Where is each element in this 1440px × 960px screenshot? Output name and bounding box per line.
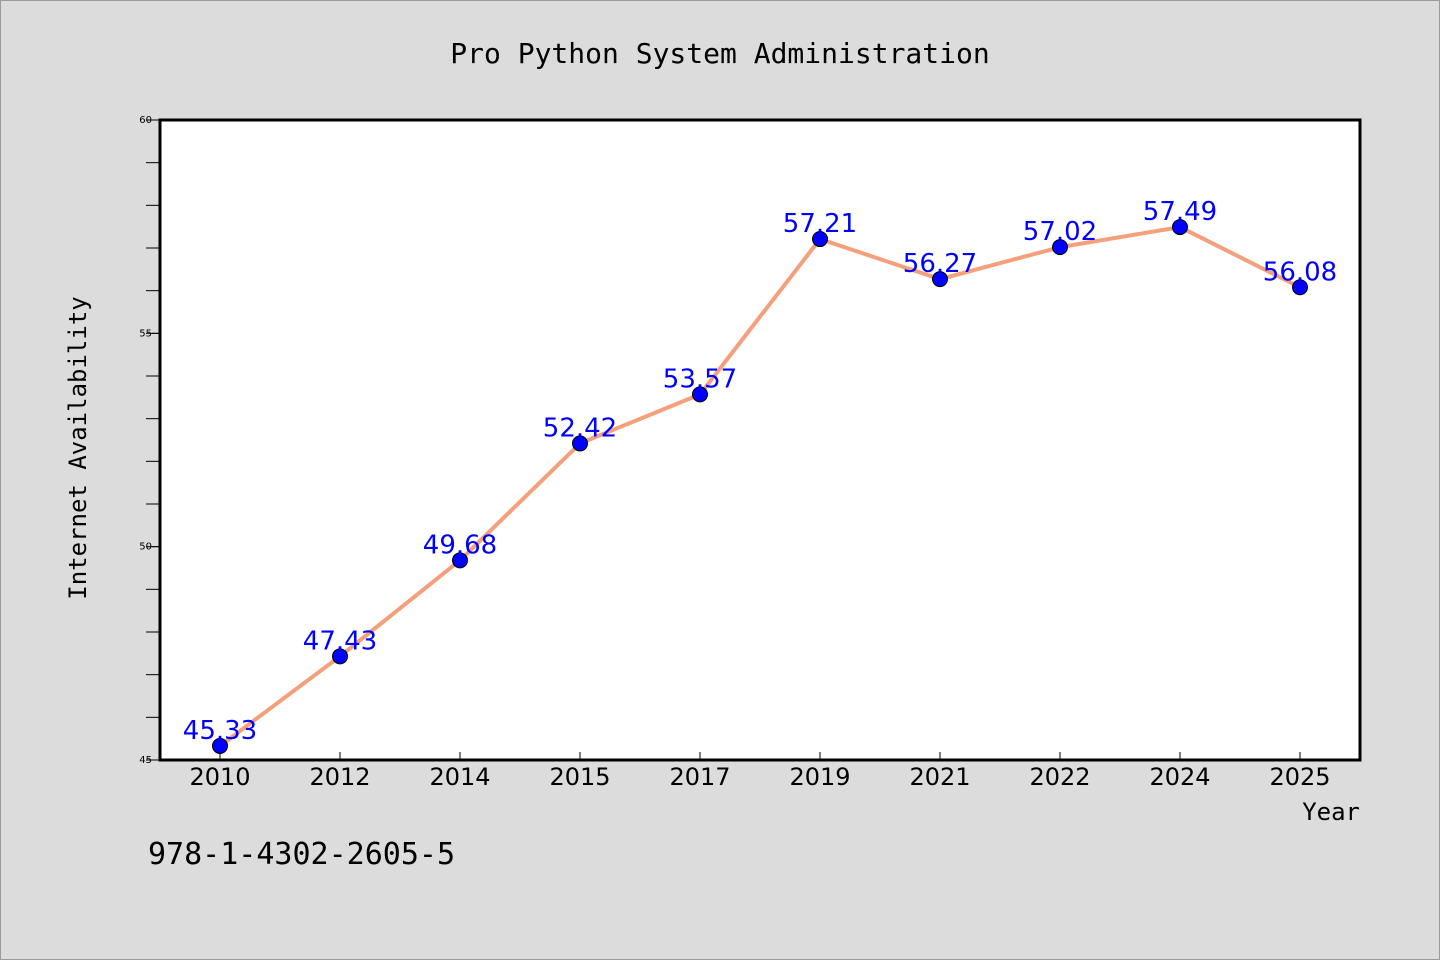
data-label: 56.08 bbox=[1263, 257, 1337, 287]
plot-border bbox=[158, 118, 1362, 762]
data-label: 45.33 bbox=[183, 716, 257, 746]
data-point bbox=[572, 435, 588, 452]
y-axis-ticks: 45 50 55 60 bbox=[139, 115, 160, 766]
x-tick-label: 2025 bbox=[1269, 763, 1330, 791]
data-labels: 45.33 47.43 49.68 52.42 53.57 57.21 56.27 57.02… bbox=[183, 197, 1337, 746]
isbn-text: 978-1-4302-2605-5 bbox=[148, 837, 455, 872]
data-point bbox=[452, 552, 468, 569]
series-line bbox=[218, 225, 1301, 748]
data-label: 56.27 bbox=[903, 249, 977, 279]
x-tick-label: 2024 bbox=[1149, 763, 1210, 791]
data-label: 57.21 bbox=[783, 209, 857, 239]
y-tick-label: 45 bbox=[139, 755, 152, 766]
data-point bbox=[1172, 219, 1188, 236]
x-tick-label: 2021 bbox=[909, 763, 970, 791]
data-label: 49.68 bbox=[423, 530, 497, 560]
x-tick-label: 2017 bbox=[669, 763, 730, 791]
y-axis-label: Internet Availability bbox=[64, 296, 92, 599]
y-tick-label: 50 bbox=[139, 542, 152, 553]
chart-title: Pro Python System Administration bbox=[450, 37, 989, 70]
x-tick-label: 2014 bbox=[429, 763, 490, 791]
data-point bbox=[1052, 239, 1068, 256]
y-tick-label: 60 bbox=[139, 115, 152, 126]
data-label: 57.49 bbox=[1143, 197, 1217, 227]
x-tick-label: 2022 bbox=[1029, 763, 1090, 791]
series-markers bbox=[212, 219, 1308, 754]
x-axis-ticks: 2010 2012 2014 2015 2017 2019 2021 2022 2024 2025 bbox=[189, 752, 1331, 791]
data-point bbox=[692, 386, 708, 403]
data-label: 53.57 bbox=[663, 364, 737, 394]
data-point bbox=[212, 737, 228, 754]
x-axis-label: Year bbox=[1302, 798, 1360, 826]
x-tick-label: 2015 bbox=[549, 763, 610, 791]
x-tick-label: 2019 bbox=[789, 763, 850, 791]
data-label: 52.42 bbox=[543, 413, 617, 443]
plot-area bbox=[160, 120, 1360, 760]
data-point bbox=[812, 231, 828, 248]
x-tick-label: 2010 bbox=[189, 763, 250, 791]
data-label: 57.02 bbox=[1023, 217, 1097, 247]
y-tick-label: 55 bbox=[139, 328, 152, 339]
data-point bbox=[1292, 279, 1308, 296]
data-point bbox=[932, 271, 948, 288]
data-point bbox=[332, 648, 348, 665]
x-tick-label: 2012 bbox=[309, 763, 370, 791]
data-label: 47.43 bbox=[303, 626, 377, 656]
